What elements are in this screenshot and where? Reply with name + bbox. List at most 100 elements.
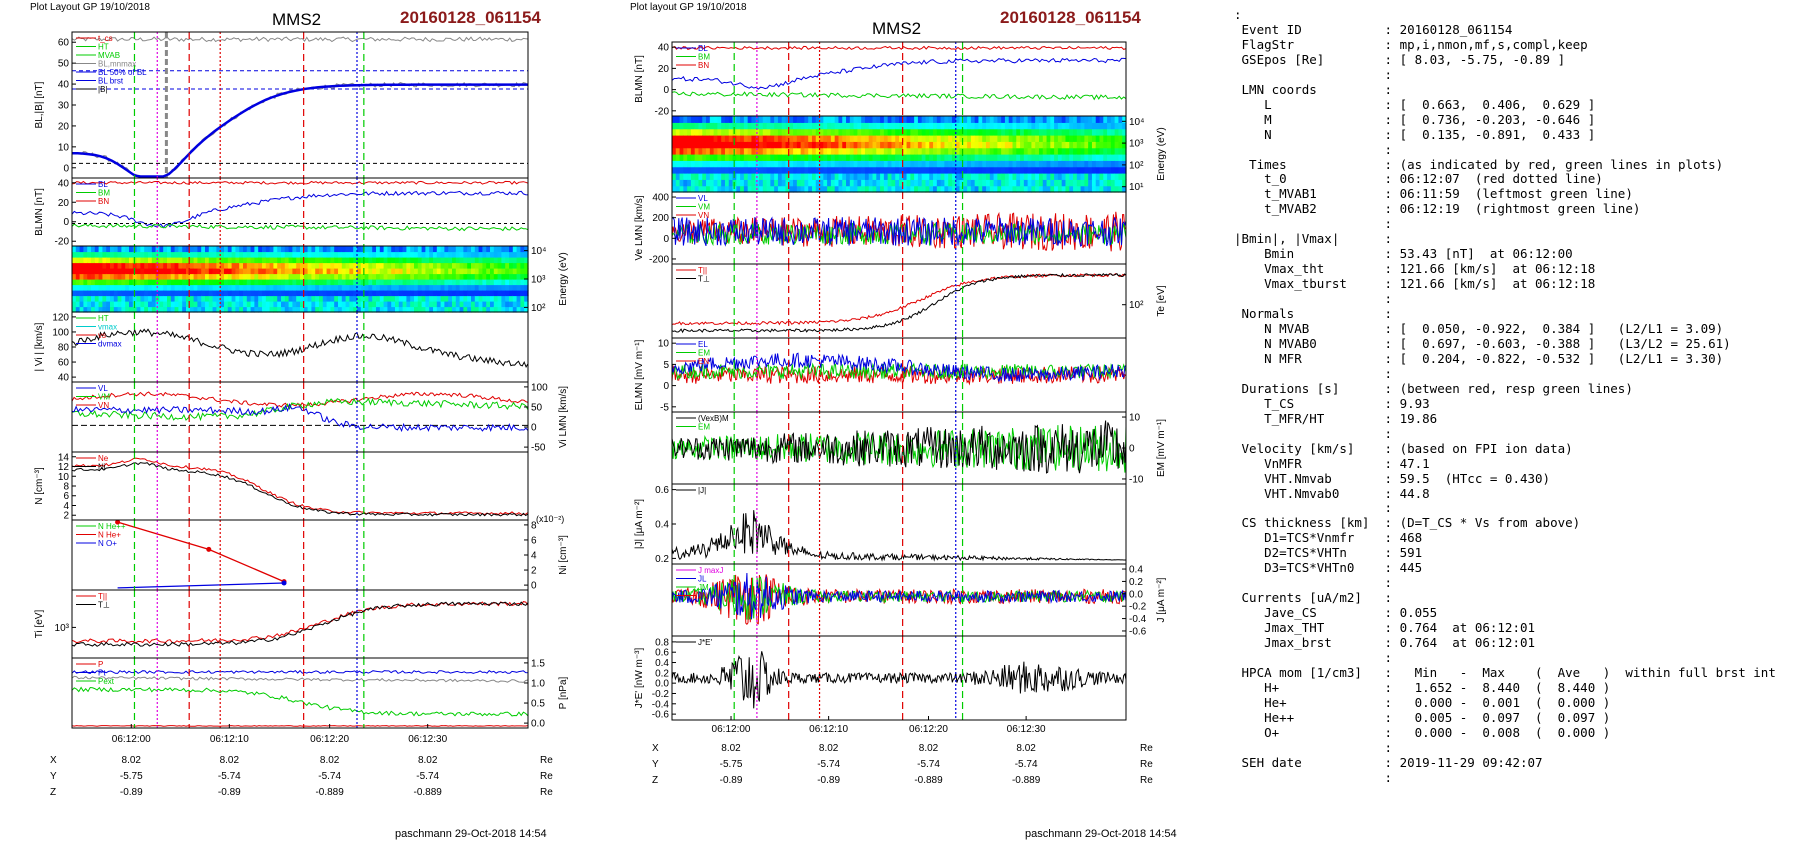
heatmap-cell [429,279,434,286]
heatmap-cell [345,246,350,253]
heatmap-cell [910,179,915,187]
heatmap-cell [83,268,88,275]
heatmap-cell [944,160,949,168]
heatmap-cell [823,160,828,168]
heatmap-cell [315,301,320,308]
heatmap-cell [459,262,464,269]
heatmap-cell [827,179,832,187]
heatmap-cell [687,179,692,187]
heatmap-cell [212,295,217,302]
heatmap-cell [444,268,449,275]
heatmap-cell [246,301,252,308]
heatmap-cell [262,251,267,258]
y-tick-label: -20 [55,237,70,248]
heatmap-cell [254,262,259,269]
heatmap-cell [87,306,92,313]
heatmap-cell [959,185,964,193]
y-tick-label: 1.0 [531,678,545,689]
heatmap-cell [683,141,688,149]
heatmap-cell [467,246,472,253]
heatmap-cell [129,301,134,308]
heatmap-cell [1001,160,1006,168]
heatmap-cell [698,185,703,193]
heatmap-cell [144,284,149,291]
heatmap-cell [360,295,366,302]
heatmap-cell [713,116,718,123]
heatmap-cell [516,306,521,313]
heatmap-cell [830,122,836,130]
heatmap-cell [455,246,461,253]
heatmap-cell [868,147,874,155]
heatmap-cell [368,246,373,253]
heatmap-cell [672,185,677,193]
heatmap-cell [986,128,991,136]
heatmap-cell [452,279,457,286]
heatmap-cell [793,179,798,187]
heatmap-cell [467,306,472,313]
heatmap-cell [1114,179,1120,187]
heatmap-cell [967,128,972,136]
heatmap-cell [1091,135,1097,142]
heatmap-cell [224,301,229,308]
heatmap-cell [387,251,392,258]
heatmap-cell [974,160,980,168]
heatmap-cell [129,279,134,286]
heatmap-cell [117,295,122,302]
legend-entry: vs [98,331,106,340]
heatmap-cell [189,290,195,297]
heatmap-cell [265,257,271,264]
heatmap-cell [1088,141,1093,149]
heatmap-cell [372,279,377,286]
heatmap-cell [1008,135,1014,142]
heatmap-cell [800,141,806,149]
heatmap-cell [876,116,881,123]
heatmap-cell [360,279,366,286]
heatmap-cell [174,273,179,280]
heatmap-cell [250,262,255,269]
heatmap-cell [284,284,290,291]
heatmap-cell [687,166,692,174]
heatmap-cell [353,268,358,275]
heatmap-cell [322,284,328,291]
heatmap-cell [505,301,510,308]
heatmap-cell [883,185,889,193]
heatmap-cell [736,160,741,168]
heatmap-cell [311,246,316,253]
heatmap-cell [151,262,157,269]
heatmap-cell [524,306,529,313]
heatmap-cell [512,284,518,291]
heatmap-cell [1046,135,1051,142]
heatmap-cell [785,160,790,168]
heatmap-cell [292,246,297,253]
info-line: CS thickness [km] : (D=T_CS * Vs from ab… [1234,515,1581,531]
heatmap-cell [672,116,677,123]
heatmap-cell [1118,122,1123,130]
heatmap-cell [201,279,206,286]
heatmap-cell [872,179,877,187]
heatmap-cell [136,284,141,291]
heatmap-cell [1076,116,1082,123]
position-row-label: Z [50,787,56,798]
heatmap-cell [436,290,442,297]
heatmap-cell [383,268,388,275]
heatmap-cell [1103,135,1108,142]
panel-frame [71,589,529,659]
heatmap-cell [322,295,328,302]
heatmap-cell [887,173,893,180]
heatmap-cell [1073,160,1078,168]
heatmap-cell [212,273,217,280]
heatmap-cell [72,246,77,253]
heatmap-cell [102,279,107,286]
heatmap-cell [986,179,991,187]
heatmap-cell [421,290,426,297]
heatmap-cell [1103,173,1108,180]
y-tick-label: 0 [531,423,537,434]
heatmap-cell [349,284,354,291]
heatmap-cell [417,273,423,280]
heatmap-cell [709,173,715,180]
heatmap-cell [789,173,794,180]
heatmap-cell [467,273,472,280]
heatmap-cell [849,141,855,149]
heatmap-cell [868,128,874,136]
heatmap-cell [110,273,115,280]
